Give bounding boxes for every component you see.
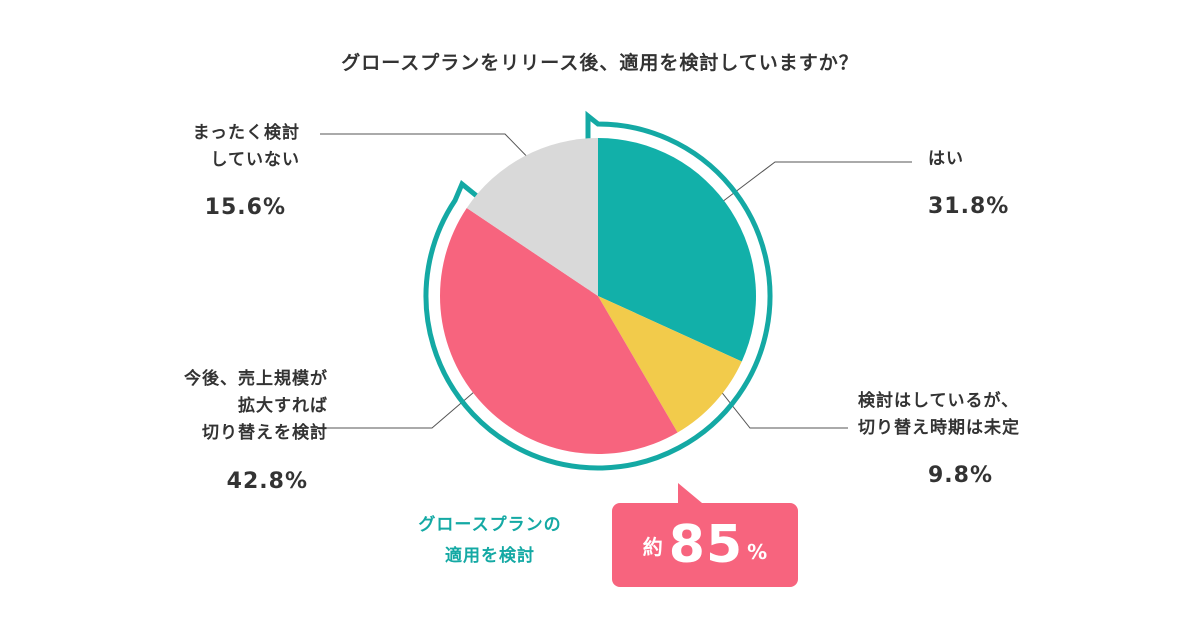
label-future-line-2: 拡大すれば [238, 396, 328, 417]
leader-future [318, 391, 475, 429]
slice-undecided [598, 296, 742, 433]
label-undecided-percent: 9.8% [928, 463, 994, 489]
label-future: 今後、売上規模が 拡大すれば 切り替えを検討 42.8% [184, 366, 328, 499]
slice-yes [598, 138, 756, 362]
callout-unit: % [747, 540, 768, 564]
slice-not-considering [466, 138, 598, 296]
callout-text: グロースプランの 適用を検討 [380, 510, 600, 571]
callout-line-2: 適用を検討 [445, 545, 535, 566]
callout-line-1: グロースプランの [418, 515, 562, 535]
label-future-line-1: 今後、売上規模が [184, 369, 328, 389]
callout-number: 85 [668, 515, 744, 575]
callout-badge: 約 85 % [612, 483, 798, 587]
label-not-considering-percent: 15.6% [204, 195, 286, 221]
label-not-considering-line-2: していない [210, 150, 300, 171]
leader-undecided [711, 379, 848, 429]
label-undecided-line-1: 検討はしているが、 [858, 391, 1020, 411]
slice-future [440, 208, 678, 455]
label-undecided-line-2: 切り替え時期は未定 [858, 418, 1020, 439]
callout-prefix: 約 [642, 534, 663, 559]
label-future-line-3: 切り替えを検討 [202, 423, 328, 444]
label-yes-line-1: はい [928, 149, 964, 169]
leader-not-considering [320, 133, 541, 171]
label-undecided: 検討はしているが、 切り替え時期は未定 9.8% [858, 388, 1020, 494]
label-yes-percent: 31.8% [928, 194, 1010, 220]
label-yes: はい 31.8% [928, 146, 1009, 224]
highlight-outline [423, 110, 773, 471]
label-not-considering-line-1: まったく検討 [192, 123, 300, 143]
label-not-considering: まったく検討 していない 15.6% [193, 120, 300, 226]
label-future-percent: 42.8% [226, 468, 308, 494]
leader-yes [721, 161, 912, 203]
chart-title: グロースプランをリリース後、適用を検討していますか？ [341, 52, 859, 74]
